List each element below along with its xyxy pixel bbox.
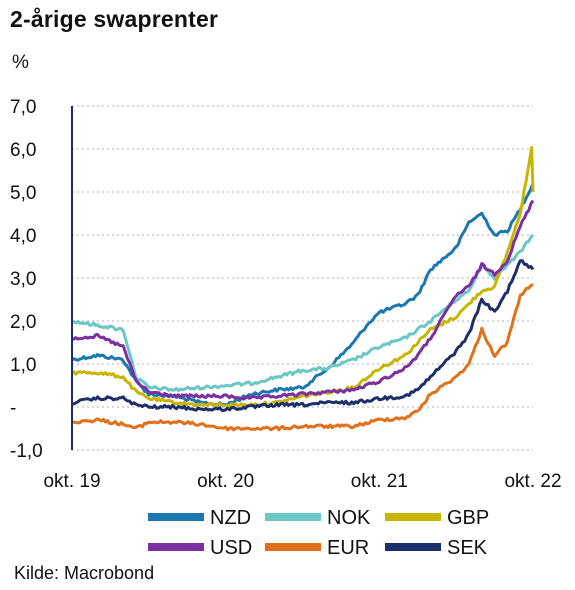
legend-label-usd: USD [210, 537, 252, 559]
grid-lines [72, 105, 533, 451]
legend: NZD NOK GBP USD EUR SEK [148, 507, 489, 559]
y-tick-labels: 7,0 6,0 5,0 4,0 3,0 2,0 1,0 - -1,0 [10, 97, 43, 462]
series-line-gbp [70, 146, 535, 408]
legend-label-nzd: NZD [210, 507, 251, 529]
source-note: Kilde: Macrobond [14, 563, 155, 583]
legend-label-sek: SEK [447, 537, 488, 559]
x-tick-label: okt. 19 [43, 471, 100, 492]
series-lines [70, 146, 535, 432]
y-axis-unit: % [12, 52, 29, 73]
legend-label-eur: EUR [327, 537, 369, 559]
y-tick-label: 1,0 [10, 355, 36, 376]
y-tick-label: 3,0 [10, 269, 36, 290]
y-tick-label: 7,0 [10, 97, 36, 118]
series-line-usd [71, 199, 535, 401]
series-line-nzd [71, 182, 535, 407]
x-tick-labels: okt. 19 okt. 20 okt. 21 okt. 22 [43, 471, 561, 492]
chart-title: 2-årige swaprenter [10, 6, 219, 32]
series-line-sek [71, 259, 535, 412]
legend-label-nok: NOK [327, 507, 371, 529]
y-tick-label: 2,0 [10, 312, 36, 333]
series-line-eur [72, 283, 534, 432]
y-tick-label: -1,0 [10, 441, 43, 462]
legend-label-gbp: GBP [447, 507, 489, 529]
y-tick-label: 5,0 [10, 183, 36, 204]
x-tick-label: okt. 22 [504, 471, 561, 492]
x-tick-label: okt. 20 [197, 471, 254, 492]
y-tick-label: - [10, 398, 16, 419]
y-tick-label: 6,0 [10, 140, 36, 161]
series-line-nok [71, 233, 535, 392]
x-tick-label: okt. 21 [351, 471, 408, 492]
y-tick-label: 4,0 [10, 226, 36, 247]
